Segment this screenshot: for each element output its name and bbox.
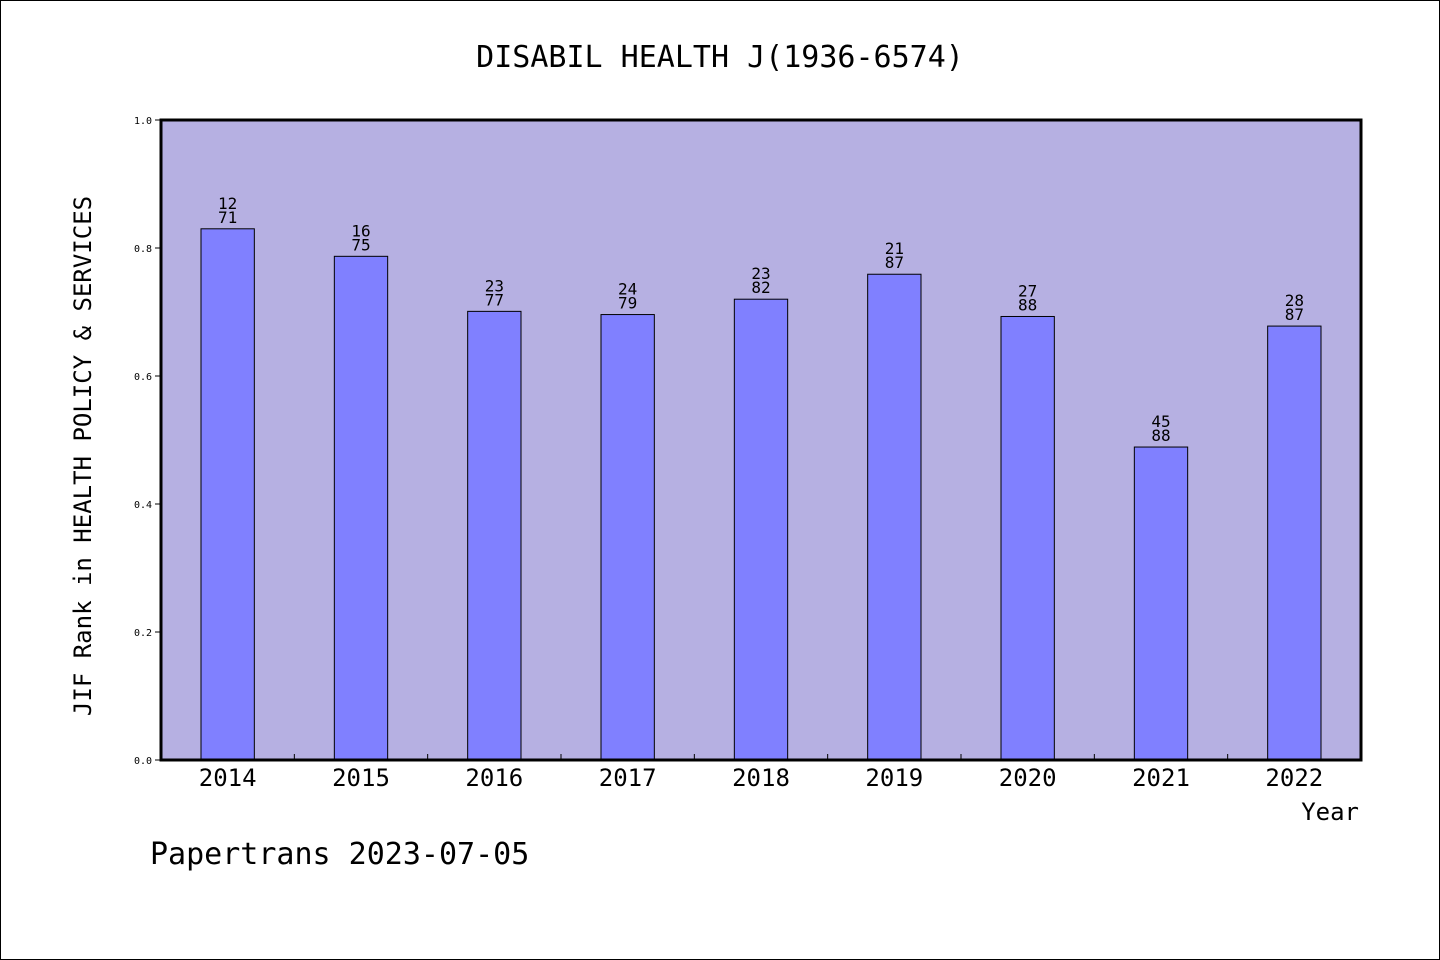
bar-2015 (333, 255, 389, 761)
x-tick-label-2022: 2022 (1265, 764, 1323, 792)
bar-label-total-2020: 88 (1018, 295, 1037, 314)
bar-label-rank-2017: 24 (618, 280, 637, 299)
x-tick-label-2015: 2015 (332, 764, 390, 792)
bar-label-total-2016: 77 (485, 290, 504, 309)
footer-credit: Papertrans 2023-07-05 (150, 837, 529, 872)
bar-2018 (733, 298, 789, 761)
bar-2014 (200, 228, 255, 761)
bar-label-rank-2018: 23 (751, 264, 770, 283)
y-tick-label: 0.2 (134, 628, 152, 639)
bar-label-rank-2019: 21 (885, 239, 904, 258)
x-tick-label-2021: 2021 (1132, 764, 1190, 792)
bar-2019 (867, 273, 922, 761)
x-axis-ticks: 2014 2015 2016 2017 2018 2019 2020 2021 2022 (199, 754, 1323, 792)
bar-label-total-2022: 87 (1285, 305, 1304, 324)
y-tick-label: 0.0 (134, 756, 152, 767)
x-axis-label: Year (1301, 798, 1359, 826)
bar-label-rank-2022: 28 (1285, 291, 1304, 310)
bar-label-total-2018: 82 (751, 278, 770, 297)
y-tick-label: 0.8 (134, 244, 152, 255)
y-tick-label: 1.0 (134, 116, 152, 127)
bar-label-total-2015: 75 (351, 235, 370, 254)
y-axis-label: JIF Rank in HEALTH POLICY & SERVICES (69, 196, 97, 716)
x-tick-label-2018: 2018 (732, 764, 790, 792)
bar-label-rank-2015: 16 (351, 221, 370, 240)
x-tick-label-2016: 2016 (465, 764, 523, 792)
bar-label-total-2014: 71 (218, 208, 237, 227)
bar-label-total-2021: 88 (1151, 426, 1170, 445)
bars-group (200, 228, 1322, 761)
x-tick-label-2019: 2019 (865, 764, 923, 792)
chart-title: DISABIL HEALTH J(1936-6574) (476, 40, 964, 75)
bar-label-rank-2021: 45 (1151, 412, 1170, 431)
y-tick-label: 0.4 (134, 500, 152, 511)
bar-2022 (1267, 325, 1322, 761)
y-axis-ticks: 0.0 0.2 0.4 0.6 0.8 1.0 (134, 116, 161, 767)
x-tick-label-2017: 2017 (599, 764, 657, 792)
x-tick-label-2020: 2020 (999, 764, 1057, 792)
bar-2017 (600, 314, 655, 761)
bar-label-rank-2020: 27 (1018, 281, 1037, 300)
bar-label-rank-2014: 12 (218, 194, 237, 213)
bar-label-total-2017: 79 (618, 294, 637, 313)
bar-2016 (467, 310, 522, 761)
bar-2021 (1133, 446, 1189, 761)
bar-label-rank-2016: 23 (485, 276, 504, 295)
y-tick-label: 0.6 (134, 372, 152, 383)
bar-2020 (1000, 315, 1055, 761)
bar-label-total-2019: 87 (885, 253, 904, 272)
x-tick-label-2014: 2014 (199, 764, 257, 792)
plot-border (159, 118, 1363, 762)
